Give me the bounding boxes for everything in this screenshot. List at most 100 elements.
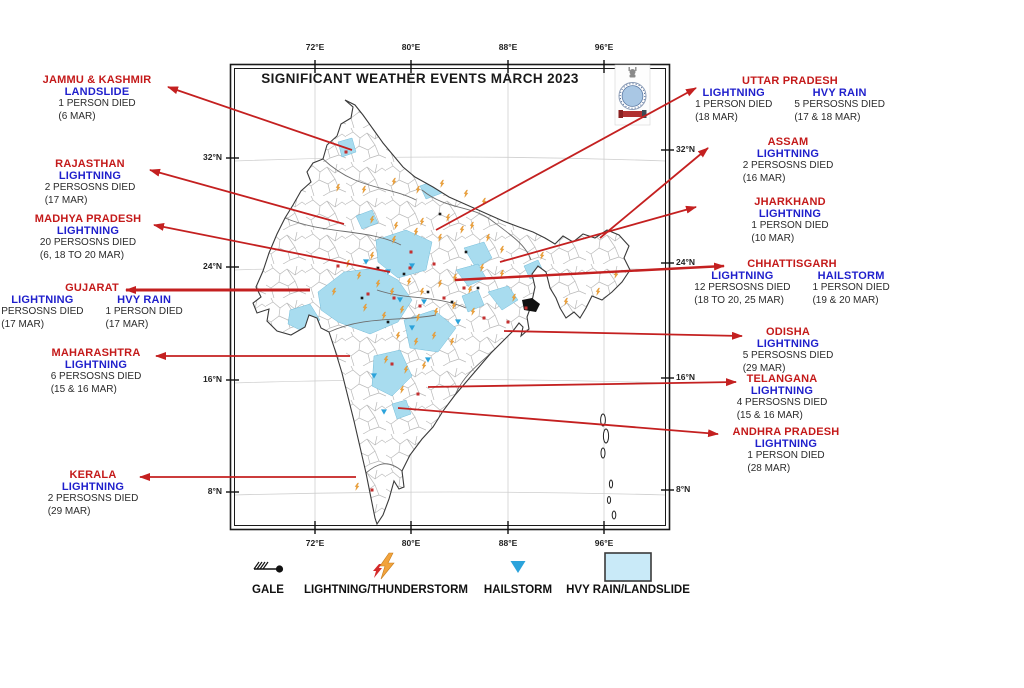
annotation-state: CHHATTISGARH xyxy=(747,258,837,270)
india-landmass xyxy=(252,99,631,525)
annotation-event: HVY RAIN 5 PERSOSNS DIED (17 & 18 MAR) xyxy=(794,87,885,125)
thunderstorm-marker-icon xyxy=(336,264,340,268)
annotation-madhya-pradesh: MADHYA PRADESH LIGHTNING 20 PERSOSNS DIED(… xyxy=(35,213,142,263)
annotation-state: TELANGANA xyxy=(746,373,818,385)
annotation-detail-lines: 1 PERSON DIED (10 MAR) xyxy=(751,220,828,245)
annotation-jharkhand: JHARKHAND LIGHTNING 1 PERSON DIED (10 MAR) xyxy=(751,196,828,246)
axis-label: 16°N xyxy=(203,374,222,384)
annotation-events: LANDSLIDE 1 PERSON DIED (6 MAR) xyxy=(43,86,152,124)
annotation-event: LIGHTNING 2 PERSOSNS DIED (29 MAR) xyxy=(48,481,139,519)
axis-label: 24°N xyxy=(676,257,695,267)
thunderstorm-marker-icon xyxy=(482,316,486,320)
annotation-event: LIGHTNING 20 PERSOSNS DIED (6, 18 TO 20 MA… xyxy=(40,225,136,263)
thunderstorm-marker-icon xyxy=(442,296,446,300)
gale-marker-icon xyxy=(438,212,442,216)
annotation-event: LIGHTNING 1 PERSON DIED (18 MAR) xyxy=(695,87,772,125)
annotation-detail-line: (18 MAR) xyxy=(695,111,738,123)
annotation-detail-line: 1 PERSON DIED xyxy=(105,306,183,317)
axis-label: 96°E xyxy=(594,538,614,548)
thunderstorm-marker-icon xyxy=(462,286,466,290)
annotation-events: LIGHTNING 5 PERSOSNS DIED (29 MAR) xyxy=(743,338,834,376)
annotation-events: LIGHTNING 1 PERSON DIED (10 MAR) xyxy=(751,208,828,246)
gale-marker-icon xyxy=(426,290,430,294)
annotation-detail-line: (17 MAR) xyxy=(1,318,45,330)
axis-label: 96°E xyxy=(594,42,614,52)
annotation-event: LANDSLIDE 1 PERSON DIED (6 MAR) xyxy=(58,86,135,124)
axis-label: 16°N xyxy=(676,372,695,382)
gale-icon xyxy=(253,561,284,573)
annotation-detail-line: (15 & 16 MAR) xyxy=(736,409,803,421)
annotation-state: ODISHA xyxy=(766,326,810,338)
annotation-detail-lines: 1 PERSON DIED (19 & 20 MAR) xyxy=(812,282,889,307)
annotation-detail-line: (6 MAR) xyxy=(58,110,96,122)
annotation-detail-line: (17 MAR) xyxy=(105,318,149,330)
thunderstorm-marker-icon xyxy=(432,262,436,266)
thunderstorm-marker-icon xyxy=(524,306,528,310)
annotation-detail-line: 1 PERSON DIED xyxy=(695,99,773,110)
annotation-event-type: LANDSLIDE xyxy=(64,86,130,98)
annotation-chhattisgarh: CHHATTISGARH LIGHTNING 12 PERSOSNS DIED (18… xyxy=(694,258,889,308)
axis-label: 88°E xyxy=(498,42,518,52)
legend-label-hvy-rain: HVY RAIN/LANDSLIDE xyxy=(566,584,690,596)
annotation-state: ASSAM xyxy=(767,136,809,148)
andaman-nicobar-islands xyxy=(600,413,617,520)
annotation-event: LIGHTNING 6 PERSOSNS DIED (15 & 16 MAR) xyxy=(51,359,142,397)
annotation-events: LIGHTNING 2 PERSOSNS DIED (16 MAR) xyxy=(743,148,834,186)
gale-marker-icon xyxy=(402,272,406,276)
thunderstorm-marker-icon xyxy=(416,392,420,396)
annotation-state: RAJASTHAN xyxy=(55,158,125,170)
lightning-marker-icon xyxy=(354,482,360,491)
annotation-event-type: HAILSTORM xyxy=(817,270,885,282)
thunderstorm-marker-icon xyxy=(344,150,348,154)
annotation-event-type: LIGHTNING xyxy=(11,294,74,306)
thunderstorm-marker-icon xyxy=(370,488,374,492)
annotation-event-type: LIGHTNING xyxy=(711,270,774,282)
annotation-detail-lines: 6 PERSOSNS DIED (15 & 16 MAR) xyxy=(51,371,142,396)
annotation-detail-lines: 2 PERSOSNS DIED (29 MAR) xyxy=(48,493,139,518)
annotation-andhra-pradesh: ANDHRA PRADESH LIGHTNING 1 PERSON DIED (28 … xyxy=(733,426,840,476)
annotation-detail-line: 20 PERSOSNS DIED xyxy=(39,237,137,248)
rain-patch xyxy=(461,289,485,313)
annotation-detail-lines: 2 PERSOSNS DIED (17 MAR) xyxy=(45,182,136,207)
annotation-state: ANDHRA PRADESH xyxy=(732,426,840,438)
annotation-uttar-pradesh: UTTAR PRADESH LIGHTNING 1 PERSON DIED (18 M… xyxy=(695,75,885,125)
imd-logo xyxy=(614,64,651,126)
lightning-marker-icon xyxy=(439,179,445,188)
annotation-detail-line: 2 PERSOSNS DIED xyxy=(47,493,139,504)
annotation-events: LIGHTNING 2 PERSOSNS DIED (17 MAR) xyxy=(45,170,136,208)
thunderstorm-marker-icon xyxy=(392,296,396,300)
annotation-detail-lines: 1 PERSON DIED (6 MAR) xyxy=(58,98,135,123)
legend-label-gale: GALE xyxy=(252,584,284,596)
annotation-state: MADHYA PRADESH xyxy=(34,213,142,225)
annotation-detail-lines: 5 PERSOSNS DIED (17 & 18 MAR) xyxy=(794,99,885,124)
annotation-event-type: LIGHTNING xyxy=(756,338,820,350)
annotation-event: LIGHTNING 1 PERSON DIED (28 MAR) xyxy=(747,438,824,476)
legend-item-lightning: LIGHTNING/THUNDERSTORM xyxy=(296,550,476,596)
hailstorm-icon xyxy=(510,561,526,573)
annotation-detail-line: (17 & 18 MAR) xyxy=(794,111,861,123)
annotation-event-type: LIGHTNING xyxy=(758,208,822,220)
annotation-kerala: KERALA LIGHTNING 2 PERSOSNS DIED (29 MAR) xyxy=(48,469,139,519)
annotation-event: LIGHTNING 1 PERSON DIED (10 MAR) xyxy=(751,208,828,246)
rain-patch xyxy=(463,241,493,269)
gale-marker-icon xyxy=(360,296,364,300)
lightning-marker-icon xyxy=(481,197,487,206)
gale-marker-icon xyxy=(386,320,390,324)
axis-label: 32°N xyxy=(676,144,695,154)
annotation-events: LIGHTNING 4 PERSOSNS DIED (15 & 16 MAR) xyxy=(737,385,828,423)
annotation-detail-line: 1 PERSON DIED xyxy=(747,450,825,461)
rain-patch xyxy=(371,349,413,397)
thunderstorm-marker-icon xyxy=(366,292,370,296)
annotation-events: LIGHTNING 2 PERSOSNS DIED (29 MAR) xyxy=(48,481,139,519)
thunderstorm-marker-icon xyxy=(418,304,422,308)
annotation-detail-line: (10 MAR) xyxy=(751,232,795,244)
annotation-detail-line: (19 & 20 MAR) xyxy=(812,294,879,306)
annotation-detail-line: 1 PERSON DIED xyxy=(58,98,136,109)
legend-item-hailstorm: HAILSTORM xyxy=(468,550,568,596)
annotation-event-type: LIGHTNING xyxy=(64,359,128,371)
annotation-event-type: LIGHTNING xyxy=(756,148,820,160)
annotation-detail-line: (17 MAR) xyxy=(44,194,88,206)
annotation-detail-line: 5 PERSOSNS DIED xyxy=(794,99,885,110)
annotation-detail-line: 2 PERSOSNS DIED xyxy=(742,160,834,171)
